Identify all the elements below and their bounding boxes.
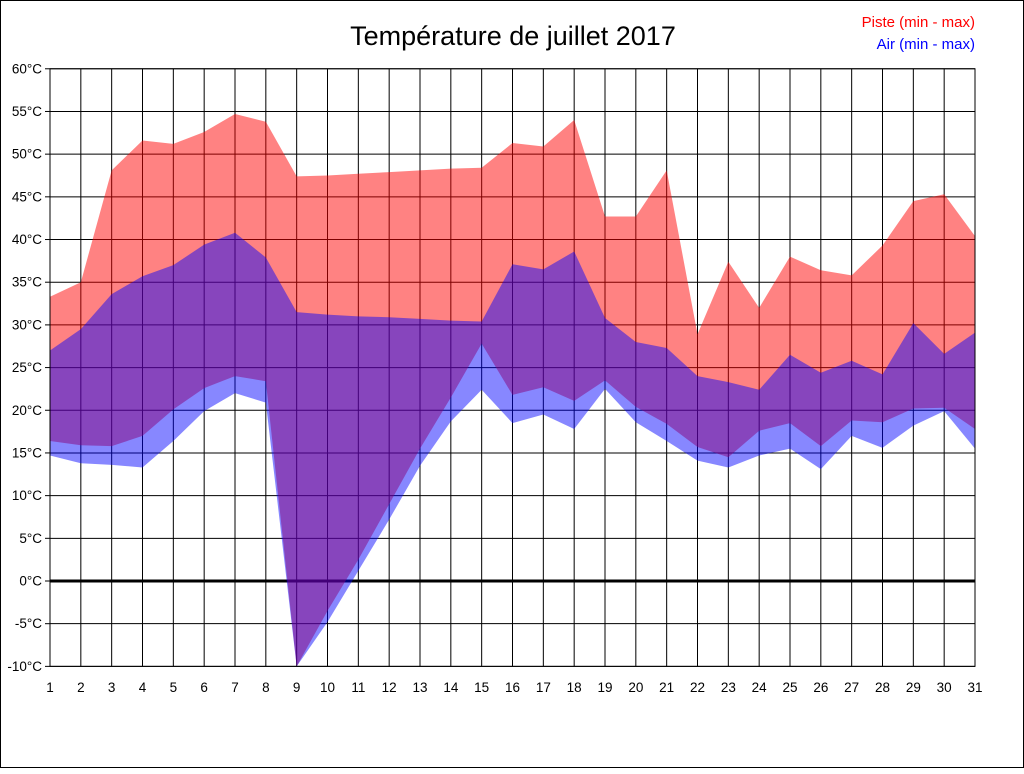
x-tick-label: 11 [351, 680, 365, 695]
x-tick-label: 16 [505, 680, 520, 695]
y-tick-label: 55°C [12, 104, 42, 119]
x-tick-label: 29 [906, 680, 921, 695]
x-tick-label: 19 [597, 680, 612, 695]
x-tick-label: 22 [690, 680, 705, 695]
x-tick-label: 30 [937, 680, 952, 695]
x-tick-label: 6 [200, 680, 208, 695]
x-tick-label: 9 [293, 680, 301, 695]
y-tick-label: 35°C [12, 275, 42, 290]
x-tick-label: 5 [170, 680, 178, 695]
x-tick-label: 7 [231, 680, 239, 695]
y-tick-label: -10°C [7, 659, 42, 674]
x-tick-label: 1 [46, 680, 54, 695]
air-band [50, 232, 975, 667]
x-tick-label: 3 [108, 680, 116, 695]
x-tick-label: 12 [382, 680, 397, 695]
x-tick-label: 23 [721, 680, 736, 695]
y-tick-label: 10°C [12, 488, 42, 503]
y-tick-label: 60°C [12, 61, 42, 76]
plot-area: 60°C55°C50°C45°C40°C35°C30°C25°C20°C15°C… [7, 61, 982, 695]
x-tick-label: 17 [536, 680, 551, 695]
x-tick-label: 31 [967, 680, 982, 695]
x-tick-label: 26 [813, 680, 828, 695]
piste-band [50, 114, 975, 667]
legend-air-label: Air (min - max) [877, 36, 975, 53]
legend-piste-label: Piste (min - max) [862, 14, 975, 31]
x-tick-label: 10 [320, 680, 335, 695]
y-tick-label: 40°C [12, 232, 42, 247]
x-tick-label: 15 [474, 680, 489, 695]
x-tick-label: 4 [139, 680, 147, 695]
x-tick-label: 24 [752, 680, 768, 695]
x-tick-label: 25 [782, 680, 797, 695]
y-tick-label: 5°C [19, 531, 42, 546]
x-tick-label: 2 [77, 680, 85, 695]
y-tick-label: 45°C [12, 189, 42, 204]
y-tick-label: 25°C [12, 360, 42, 375]
x-tick-label: 8 [262, 680, 270, 695]
x-tick-label: 20 [628, 680, 643, 695]
chart-title: Température de juillet 2017 [350, 21, 676, 51]
y-tick-label: 30°C [12, 317, 42, 332]
y-tick-label: 0°C [19, 574, 42, 589]
x-tick-label: 13 [412, 680, 427, 695]
y-tick-label: 20°C [12, 403, 42, 418]
y-tick-label: -5°C [15, 616, 42, 631]
y-tick-label: 15°C [12, 445, 42, 460]
x-tick-label: 18 [567, 680, 582, 695]
x-tick-label: 27 [844, 680, 859, 695]
x-tick-label: 14 [443, 680, 459, 695]
y-tick-label: 50°C [12, 147, 42, 162]
x-tick-label: 28 [875, 680, 890, 695]
x-tick-label: 21 [659, 680, 674, 695]
